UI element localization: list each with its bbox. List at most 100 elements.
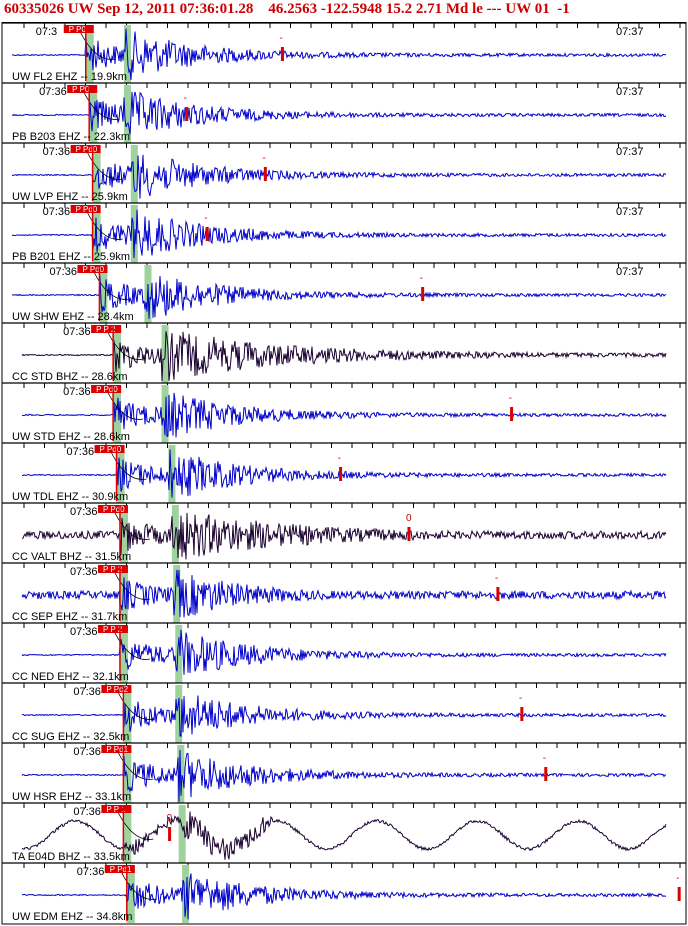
travel-time-curve [113,510,151,540]
event-id: 60335026 [4,1,64,17]
waveform [21,695,667,737]
pick-label: P Pd0 [96,385,118,394]
start-time-label: 07:36 [43,206,71,218]
start-time-label: 07:36 [43,146,71,158]
station-label: UW TDL EHZ -- 30.9km [12,491,128,503]
pick-flag[interactable] [97,505,128,513]
s-arrival-band [130,205,138,263]
p-arrival-band [126,865,135,923]
p-arrival-band [119,625,128,683]
pick-label: P Pd0 [82,265,104,274]
pick-label: P Pd1 [106,745,128,754]
pick-flag[interactable] [77,265,108,273]
pick-label: P Pd0 [100,445,122,454]
amplitude-marker[interactable] [544,767,548,781]
pick-flag[interactable] [101,685,132,693]
trace-row[interactable]: P Pd0 07:36 07:37 - UW SHW EHZ -- 28.4km [2,262,686,323]
depth: 15.2 [385,1,413,17]
amplitude-mark-label: - [495,573,498,584]
amplitude-mark-label: - [543,753,546,764]
amplitude-marker[interactable] [496,587,500,601]
trace-row[interactable]: P Pd1 07:36 - UW EDM EHZ -- 34.8km [2,862,686,923]
amplitude-mark-label: 0 [167,813,173,824]
trace-row[interactable]: P P0 07:36 07:37 - PB B203 EHZ -- 22.3km [2,82,686,143]
trace-row[interactable]: P P 1 07:36 0 TA E04D BHZ -- 33.5km [2,802,686,863]
trace-row[interactable]: P Pd0 07:36 - UW TDL EHZ -- 30.9km [2,442,686,503]
end-time-label: 07:37 [616,146,644,158]
pick-flag[interactable] [97,565,128,573]
station-label: UW HSR EHZ -- 33.1km [12,791,131,803]
travel-time-curve [117,750,154,780]
travel-time-curve [117,810,154,840]
travel-time-curve [113,630,151,660]
pick-flag[interactable] [94,445,125,453]
amplitude-mark-label: - [262,153,265,164]
amplitude-mark-label: - [676,873,679,884]
pick-flag[interactable] [67,85,98,93]
pick-label: P Pd0 [76,205,98,214]
pick-flag[interactable] [97,625,128,633]
pick-flag[interactable] [70,145,101,153]
amplitude-mark-label: - [204,213,207,224]
pick-flag[interactable] [91,325,122,333]
start-time-label: 07:36 [70,626,98,638]
trace-row[interactable]: P P 2 07:36 CC NED EHZ -- 32.1km [2,622,686,683]
amplitude-marker[interactable] [280,47,284,61]
amplitude-marker[interactable] [185,107,189,121]
start-time-label: 07:36 [70,506,98,518]
station-label: PB B203 EHZ -- 22.3km [12,131,130,143]
amplitude-marker[interactable] [520,707,524,721]
end-time-label: 07:37 [616,266,644,278]
pick-flag[interactable] [91,385,122,393]
flags: le --- [472,1,502,17]
waveform [11,28,667,80]
station-label: UW FL2 EHZ -- 19.9km [12,71,127,83]
amplitude-mark-label: - [519,693,522,704]
trace-row[interactable]: P P0 07:3 07:37 - UW FL2 EHZ -- 19.9km [2,22,686,83]
trace-row[interactable]: P Pd0 07:36 07:37 - PB B201 EHZ -- 25.9km [2,202,686,263]
waveform [12,276,667,319]
amplitude-marker[interactable] [339,467,343,481]
trace-row[interactable]: P Pd0 07:36 - UW STD EHZ -- 28.6km [2,382,686,443]
amplitude-mark-label: - [509,393,512,404]
travel-time-curve [86,150,123,180]
s-arrival-band [168,445,176,503]
pick-flag[interactable] [104,865,135,873]
waveform [21,392,667,438]
trace-row[interactable]: P Pd1 07:36 - UW HSR EHZ -- 33.1km [2,742,686,803]
trace-row[interactable]: P Pd2 07:36 - CC SUG EHZ -- 32.5km [2,682,686,743]
amplitude-marker[interactable] [168,827,172,841]
amplitude-mark-label: - [184,93,187,104]
amplitude-marker[interactable] [421,287,425,301]
trace-row[interactable]: P P 2 07:36 CC STD BHZ -- 28.6km [2,322,686,383]
amplitude-mark-label: - [279,33,282,44]
travel-time-curve [82,90,120,120]
p-arrival-band [89,85,98,143]
pick-flag[interactable] [101,745,132,753]
amplitude-marker[interactable] [407,527,411,541]
travel-time-curve [120,870,157,900]
pick-flag[interactable] [70,205,101,213]
start-time-label: 07:36 [67,446,95,458]
travel-time-curve [79,30,116,60]
amplitude-marker[interactable] [510,407,514,421]
pick-label: P P 2 [103,625,123,634]
station-label: CC VALT BHZ -- 31.5km [12,551,131,563]
amplitude-marker[interactable] [205,227,209,241]
trace-row[interactable]: P P 2 07:36 - CC SEP EHZ -- 31.7km [2,562,686,623]
station-label: TA E04D BHZ -- 33.5km [12,851,130,863]
s-arrival-band [123,85,131,143]
travel-time-curve [117,690,154,720]
station-label: CC STD BHZ -- 28.6km [12,371,128,383]
pick-flag[interactable] [63,25,94,33]
amplitude-marker[interactable] [263,167,267,181]
trace-row[interactable]: P Pd0 07:36 0 CC VALT BHZ -- 31.5km [2,502,686,563]
panel-frame [1,22,687,925]
pick-flag[interactable] [101,805,132,813]
start-time-label: 07:3 [36,26,57,38]
station-label: UW STD EHZ -- 28.6km [12,431,130,443]
amplitude-mark-label: 0 [406,513,412,524]
trace-row[interactable]: P Pd0 07:36 07:37 - UW LVP EHZ -- 25.9km [2,142,686,203]
amplitude-marker[interactable] [677,887,681,901]
end-time-label: 07:37 [616,206,644,218]
